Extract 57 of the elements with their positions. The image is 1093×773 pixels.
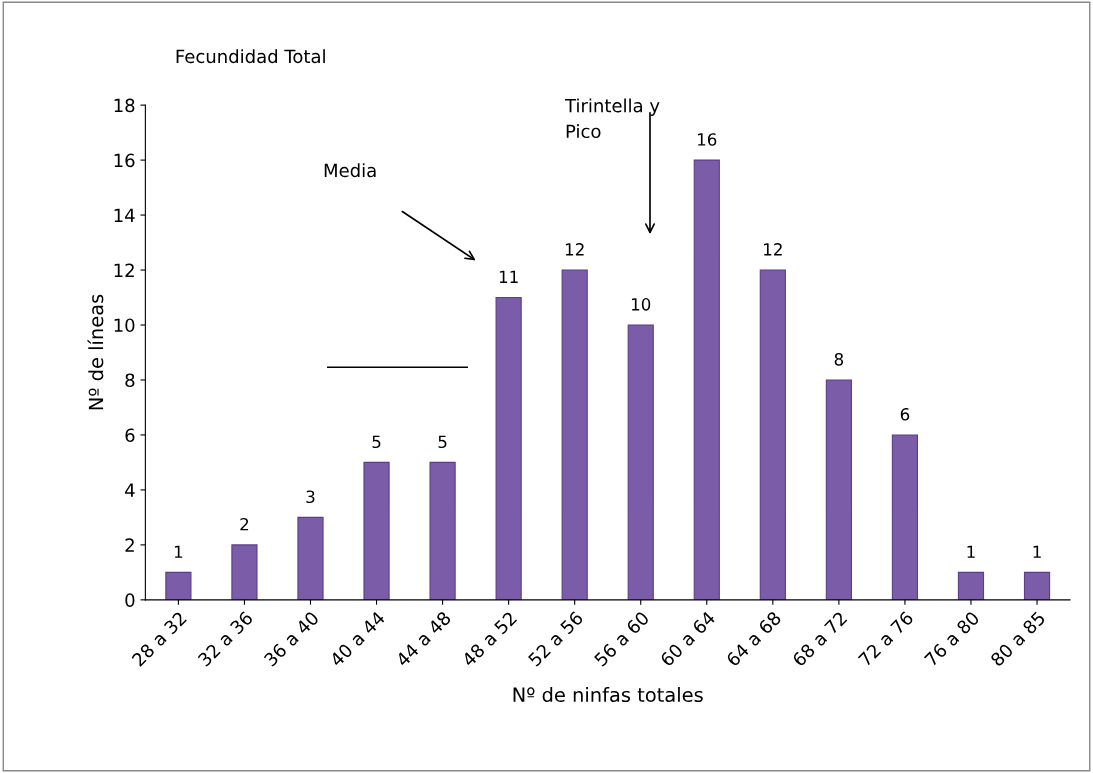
x-tick-label: 40 a 44 — [328, 610, 386, 668]
annotation: Media — [324, 163, 376, 178]
bar — [957, 571, 985, 600]
data-label: 1 — [174, 545, 183, 558]
data-label: 1 — [967, 545, 975, 558]
y-tick-label: 8 — [125, 373, 135, 388]
data-label: 3 — [306, 490, 315, 504]
x-tick-label: 44 a 48 — [395, 610, 452, 668]
bar — [693, 159, 720, 600]
x-tick-label: 28 a 32 — [131, 611, 187, 667]
y-tick-label: 14 — [114, 208, 135, 222]
x-axis-title: Nº de ninfas totales — [513, 687, 703, 703]
bar — [495, 296, 522, 600]
bar — [363, 461, 390, 600]
bar — [1023, 571, 1051, 600]
bar — [759, 269, 786, 600]
bar — [429, 461, 456, 600]
data-label: 8 — [834, 353, 844, 366]
y-tick-label: 0 — [125, 593, 135, 607]
y-tick-label: 6 — [125, 428, 135, 443]
data-label: 16 — [698, 133, 717, 146]
data-label: 10 — [631, 298, 651, 311]
x-tick-label: 76 a 80 — [923, 610, 981, 667]
x-tick-label: 80 a 85 — [989, 610, 1046, 668]
x-tick-label: 60 a 64 — [659, 610, 716, 667]
bar — [297, 516, 324, 600]
data-label: 12 — [764, 243, 782, 256]
bar — [891, 434, 919, 600]
x-tick-label: 32 a 36 — [197, 610, 254, 667]
data-label: 12 — [565, 243, 584, 256]
chart-title: Fecundidad Total — [176, 49, 325, 64]
bar — [231, 544, 258, 600]
x-tick-label: 52 a 56 — [527, 610, 584, 667]
data-label: 2 — [240, 517, 249, 531]
y-tick-label: 18 — [114, 98, 135, 113]
x-tick-label: 36 a 40 — [263, 610, 320, 667]
y-tick-label: 12 — [114, 263, 134, 277]
data-label: 1 — [1033, 545, 1041, 558]
data-label: 11 — [499, 270, 518, 283]
data-label: 5 — [372, 435, 381, 449]
y-axis-title: Nº de líneas — [87, 294, 104, 410]
y-tick-label: 16 — [114, 153, 135, 168]
data-label: 6 — [900, 407, 910, 421]
annotation: Tirintella y Pico — [564, 98, 660, 139]
bar — [627, 324, 654, 600]
y-tick-label: 4 — [125, 483, 135, 497]
x-tick-label: 64 a 68 — [725, 610, 782, 667]
x-tick-label: 68 a 72 — [791, 611, 848, 667]
bar — [825, 379, 852, 600]
x-tick-label: 72 a 76 — [857, 610, 915, 667]
x-tick-label: 48 a 52 — [461, 611, 518, 668]
bar — [561, 269, 588, 600]
y-tick-label: 10 — [114, 318, 135, 333]
data-label: 5 — [438, 435, 447, 449]
x-tick-label: 56 a 60 — [593, 610, 650, 667]
y-tick-label: 2 — [125, 538, 134, 552]
bar — [165, 571, 192, 600]
